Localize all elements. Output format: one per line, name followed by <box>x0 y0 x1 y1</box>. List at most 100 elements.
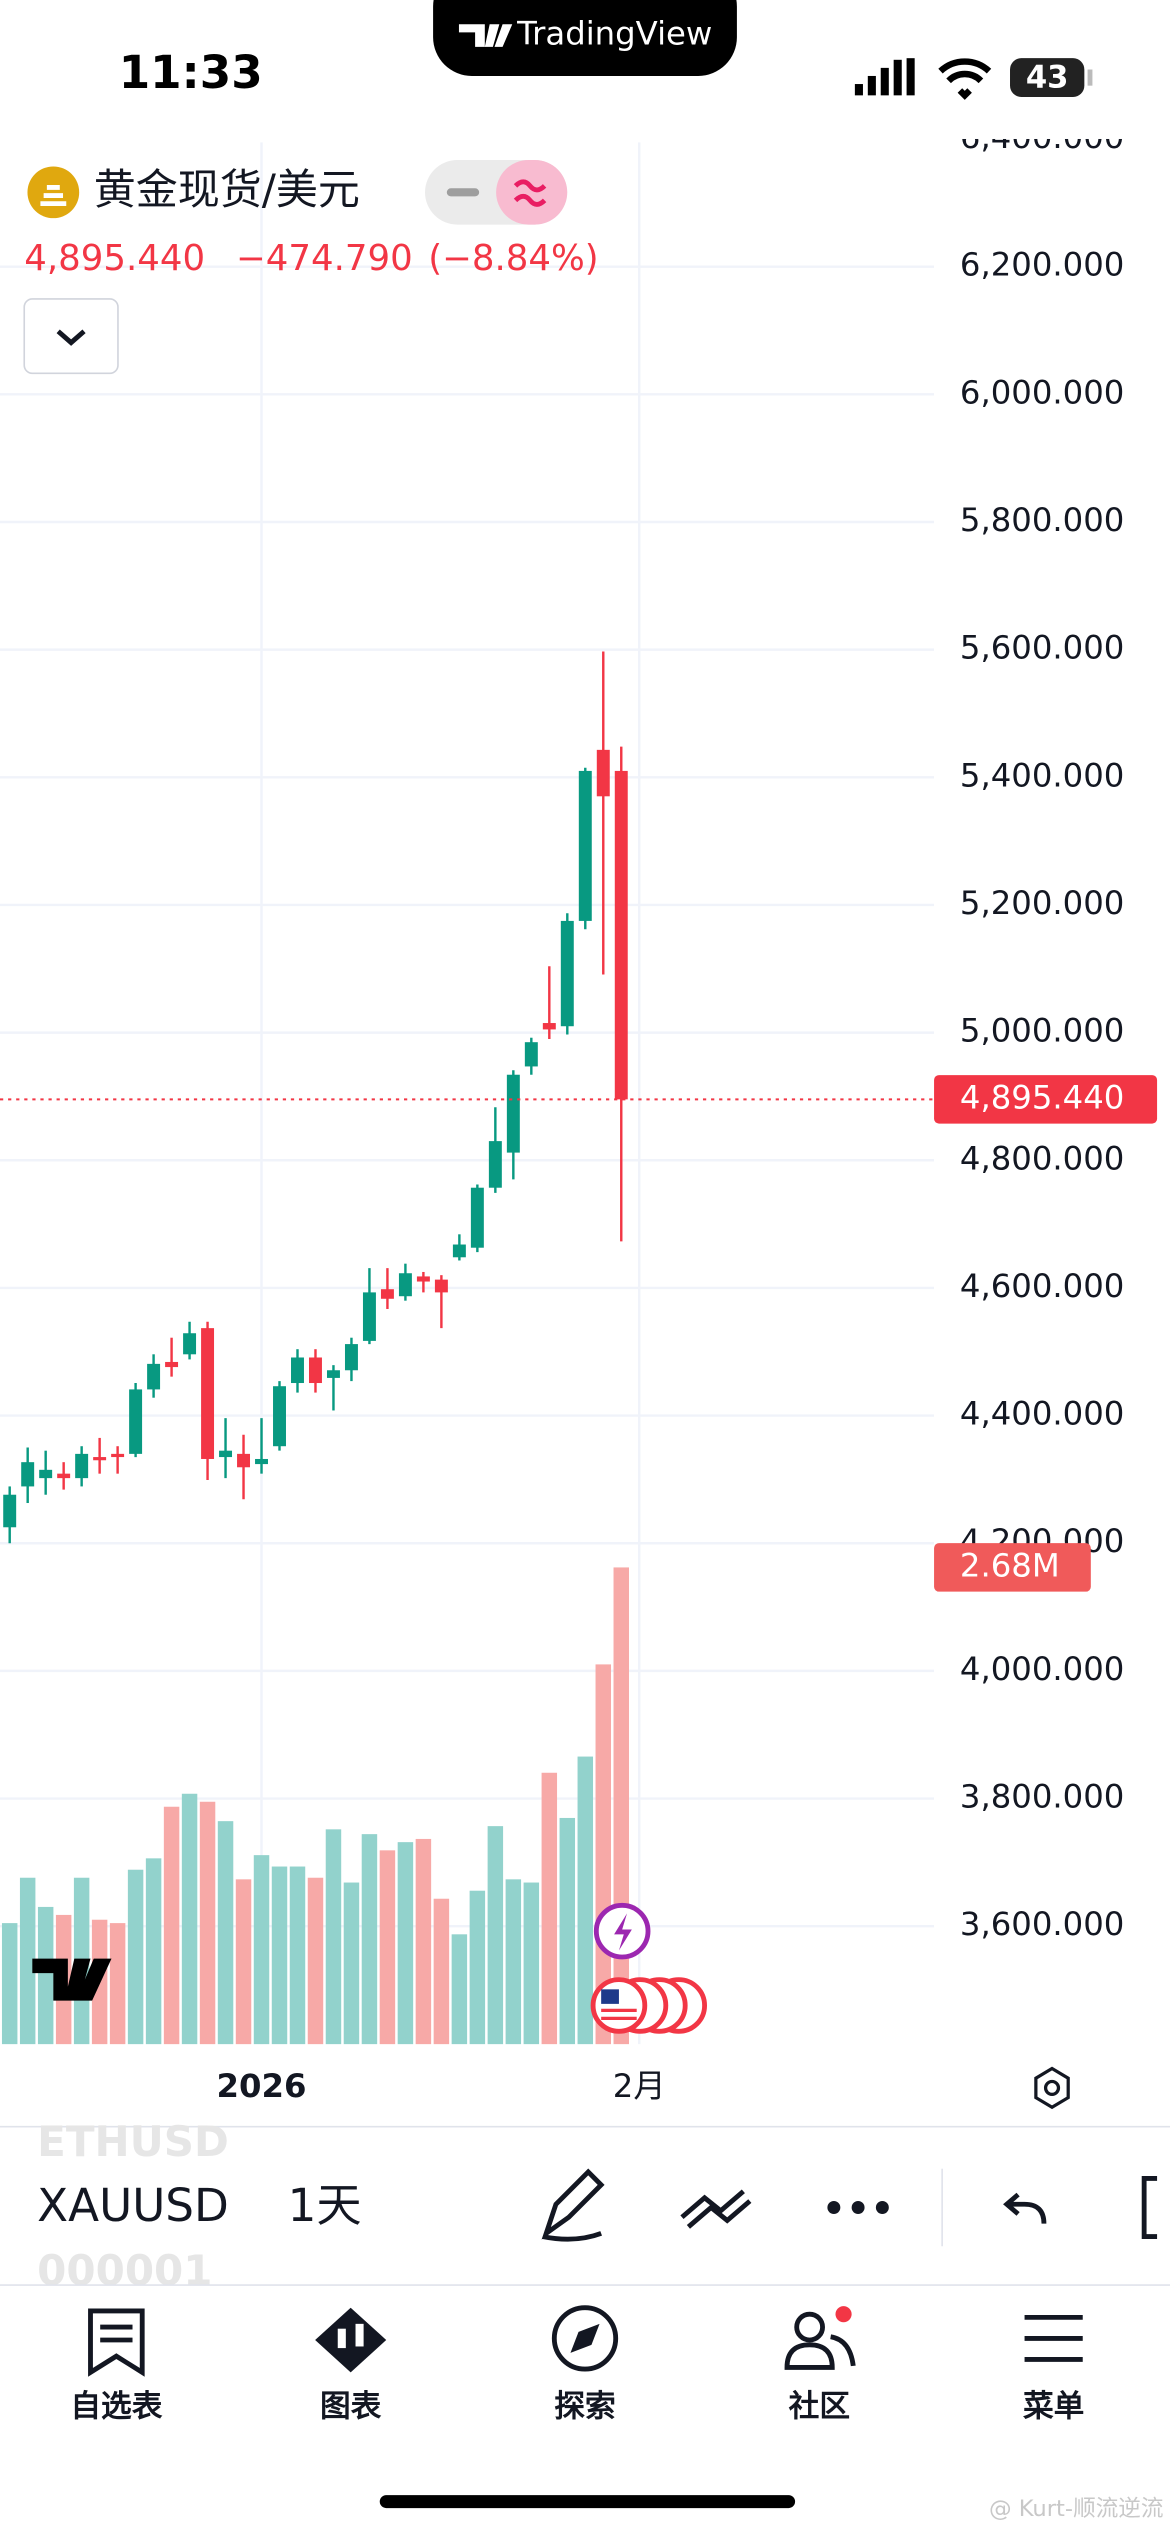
expand-button[interactable] <box>23 298 119 375</box>
volume-bar <box>37 1906 54 2045</box>
battery <box>1010 58 1085 97</box>
volume-bar <box>523 1882 540 2045</box>
candle-body <box>309 1357 322 1384</box>
volume-bar <box>433 1898 450 2045</box>
volume-bar <box>253 1855 270 2045</box>
undo[interactable] <box>1003 2192 1047 2224</box>
volume-bar <box>217 1821 234 2045</box>
watermark: @ Kurt-顺流逆流 <box>989 2496 1164 2522</box>
settings-icon[interactable] <box>1034 2066 1070 2110</box>
x-tick-label: 2月 <box>613 2067 666 2105</box>
volume-bar <box>559 1817 576 2045</box>
volume-bar <box>163 1806 180 2045</box>
price-label: 4,895.440 <box>960 1078 1124 1116</box>
volume-bar <box>307 1877 324 2045</box>
volume-label-box <box>934 1543 1091 1592</box>
candle-body <box>3 1494 17 1528</box>
nav-label[interactable]: 探索 <box>554 2389 615 2424</box>
candle-body <box>237 1453 251 1468</box>
toggle-active[interactable] <box>496 159 568 225</box>
draw-tool[interactable] <box>541 2168 605 2242</box>
nav-label[interactable]: 自选表 <box>70 2389 162 2424</box>
settings-dot <box>1043 2079 1061 2096</box>
candle-body <box>506 1074 520 1153</box>
candle-body <box>255 1458 268 1465</box>
nav-watchlist[interactable]: 自选表 <box>70 2308 163 2424</box>
nav-menu[interactable]: 菜单 <box>1023 2314 1084 2424</box>
y-tick-label: 5,200.000 <box>960 884 1124 922</box>
nav-label[interactable]: 图表 <box>320 2389 382 2424</box>
toggle-wave <box>513 179 547 207</box>
y-tick-label: 5,600.000 <box>960 629 1124 667</box>
volume-bar <box>487 1826 504 2045</box>
symbol-icon <box>27 166 80 219</box>
y-tick-label: 6,000.000 <box>960 373 1124 411</box>
candle-body <box>344 1344 358 1371</box>
y-tick-label: 5,000.000 <box>960 1012 1124 1050</box>
symbol-next[interactable]: 000001 <box>37 2246 212 2295</box>
line-tool[interactable] <box>680 2189 752 2229</box>
volume-bar <box>181 1793 198 2045</box>
candle-body <box>434 1279 448 1293</box>
candle-body <box>416 1276 430 1282</box>
y-tick-label: 4,600.000 <box>960 1267 1124 1305</box>
gold-bars <box>40 185 67 207</box>
volume-bar <box>199 1801 216 2045</box>
flag-icons[interactable] <box>590 1977 708 2034</box>
volume-bar <box>505 1879 522 2045</box>
volume-bar <box>361 1834 378 2045</box>
x-tick-label: 2026 <box>217 2067 307 2105</box>
symbol[interactable]: XAUUSD <box>37 2179 229 2232</box>
candle-body <box>380 1289 394 1299</box>
nav-chart[interactable]: 图表 <box>315 2307 387 2425</box>
symbol-name: 黄金现货/美元 <box>94 165 360 214</box>
header-price: 4,895.440 <box>24 238 205 279</box>
candle-body <box>596 749 610 797</box>
volume-bar <box>127 1869 144 2045</box>
nav-explore[interactable]: 探索 <box>551 2305 619 2425</box>
volume-label: 2.68M <box>960 1546 1060 1584</box>
volume-bar <box>289 1866 306 2045</box>
volume-bar <box>109 1923 126 2045</box>
candle-body <box>542 1023 556 1030</box>
more-button[interactable] <box>827 2201 889 2214</box>
volume-bar <box>1 1923 18 2045</box>
nav-label[interactable]: 社区 <box>789 2389 850 2424</box>
volume-bar <box>379 1850 396 2045</box>
candle-body <box>273 1386 286 1447</box>
volume-bar <box>469 1890 486 2045</box>
candle-body <box>560 920 574 1027</box>
nav-community[interactable]: 社区 <box>784 2306 856 2424</box>
signal-icon <box>854 58 915 96</box>
volume-bar <box>577 1756 594 2045</box>
candle-body <box>452 1244 466 1258</box>
volume-bar <box>271 1866 288 2045</box>
volume-bar <box>19 1877 36 2045</box>
candle-body <box>291 1357 304 1384</box>
candle-body <box>147 1363 161 1390</box>
home-indicator <box>379 2495 796 2509</box>
y-tick-label: 5,800.000 <box>960 501 1124 539</box>
candle-body <box>614 770 628 1100</box>
candle-body <box>362 1292 376 1341</box>
candle-body <box>39 1469 53 1479</box>
battery-level: 43 <box>1026 61 1069 96</box>
y-tick-label: 4,000.000 <box>960 1650 1124 1688</box>
interval[interactable]: 1天 <box>288 2179 362 2232</box>
candle-body <box>219 1450 233 1458</box>
battery-cap <box>1087 69 1093 86</box>
fullscreen[interactable] <box>1141 2175 1158 2240</box>
candle-body <box>165 1361 179 1368</box>
y-tick-label: 3,600.000 <box>960 1905 1124 1943</box>
candle-body <box>488 1141 502 1188</box>
chart-area <box>0 142 935 2045</box>
tv-watermark <box>32 1958 112 2001</box>
nav-label[interactable]: 菜单 <box>1023 2389 1084 2424</box>
header-change: −474.790 <box>236 238 413 279</box>
candle-body <box>398 1273 412 1297</box>
symbol-prev[interactable]: ETHUSD <box>37 2117 229 2166</box>
volume-bar <box>235 1879 252 2045</box>
volume-bar <box>451 1934 468 2045</box>
volume-bar <box>415 1838 432 2045</box>
